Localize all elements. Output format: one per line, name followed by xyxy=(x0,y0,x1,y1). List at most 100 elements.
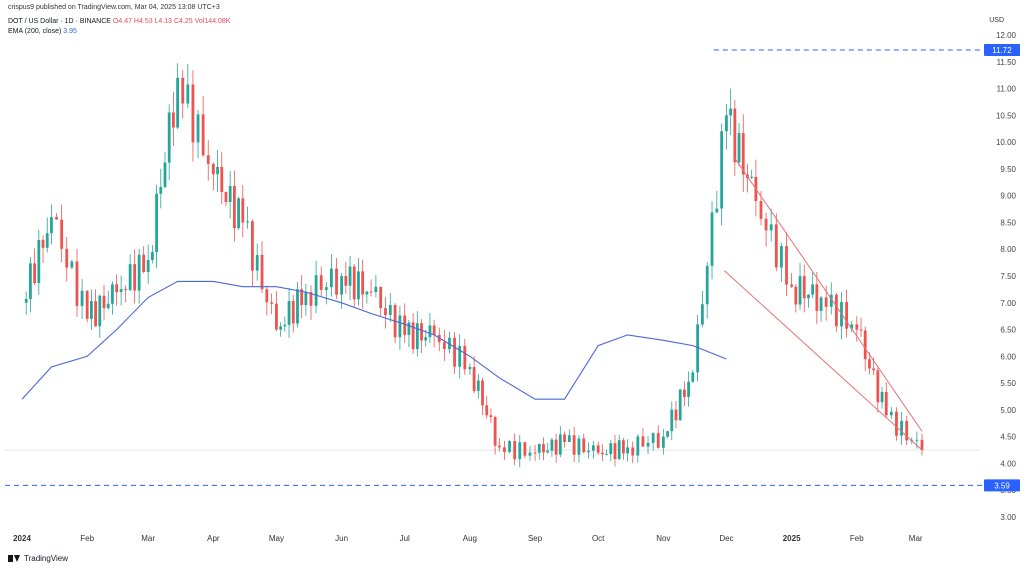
candle-body xyxy=(774,224,778,268)
candle-body xyxy=(55,217,58,220)
y-tick-label-13: 5.50 xyxy=(1000,379,1016,388)
candle-body xyxy=(172,112,175,128)
ohlc-values: O4.47 H4.53 L4.13 C4.25 Vol144.08K xyxy=(112,18,231,25)
candle-body xyxy=(155,193,158,253)
ema-200-line xyxy=(21,280,727,400)
candle-body xyxy=(705,265,709,305)
x-tick-label-0: 2024 xyxy=(13,534,31,543)
candle-body xyxy=(802,276,806,299)
candle-body xyxy=(369,291,373,293)
candle-body xyxy=(605,454,608,456)
candle-body xyxy=(720,131,724,209)
candle-body xyxy=(855,324,859,330)
y-tick-label-15: 4.50 xyxy=(1000,433,1016,442)
x-tick-label-3: Apr xyxy=(207,534,220,543)
candle-body xyxy=(357,271,360,300)
candle-body xyxy=(558,434,562,455)
y-tick-label-10: 7.00 xyxy=(1000,299,1016,308)
candle-body xyxy=(60,219,64,249)
symbol-label[interactable]: DOT / US Dollar · 1D · BINANCE xyxy=(8,18,111,25)
candle-body xyxy=(398,315,402,338)
candle-body xyxy=(678,389,682,421)
level-label-0: 11.72 xyxy=(992,46,1012,55)
y-tick-label-3: 10.50 xyxy=(996,111,1017,120)
x-tick-label-10: Nov xyxy=(656,534,670,543)
candle-body xyxy=(489,415,493,418)
chart-legend: DOT / US Dollar · 1D · BINANCE O4.47 H4.… xyxy=(8,17,230,37)
candle-body xyxy=(807,294,810,299)
candle-body xyxy=(106,303,110,309)
candle-body xyxy=(211,163,215,175)
candle-body xyxy=(790,284,794,287)
y-tick-label-8: 8.00 xyxy=(1000,245,1016,254)
candle-body xyxy=(729,108,733,116)
candle-body xyxy=(216,166,219,175)
candle-body xyxy=(497,445,501,448)
candle-body xyxy=(80,290,84,306)
candle-body xyxy=(270,302,274,304)
candle-body xyxy=(572,435,576,455)
candle-body xyxy=(764,218,768,231)
candle-body xyxy=(98,295,102,327)
x-tick-label-2: Mar xyxy=(141,534,155,543)
y-tick-label-5: 9.50 xyxy=(1000,165,1016,174)
candle-body xyxy=(915,439,919,441)
x-tick-label-7: Aug xyxy=(463,534,477,543)
candle-body xyxy=(111,284,114,304)
candle-body xyxy=(304,292,308,305)
y-tick-label-2: 11.00 xyxy=(997,85,1017,94)
candle-body xyxy=(283,324,287,327)
candle-body xyxy=(442,342,446,350)
candle-body xyxy=(876,370,880,403)
ema-label[interactable]: EMA (200, close) xyxy=(8,28,62,35)
candle-body xyxy=(361,271,365,295)
candle-body xyxy=(794,286,798,305)
candle-body xyxy=(622,440,625,454)
candle-body xyxy=(75,261,79,306)
candle-body xyxy=(834,294,838,327)
candle-body xyxy=(591,445,595,451)
candle-body xyxy=(411,322,415,350)
x-tick-label-8: Sep xyxy=(528,534,543,543)
candle-body xyxy=(275,303,278,330)
candle-body xyxy=(666,431,669,437)
falling-wedge-lower-line xyxy=(724,270,923,451)
candle-body xyxy=(859,329,863,331)
candle-body xyxy=(785,246,788,285)
candle-body xyxy=(577,438,581,455)
candle-body xyxy=(661,436,665,448)
x-tick-label-13: Feb xyxy=(850,534,864,543)
candle-body xyxy=(819,297,823,311)
x-tick-label-11: Dec xyxy=(719,534,733,543)
publish-info: crispus9 published on TradingView.com, M… xyxy=(8,4,220,11)
y-tick-label-0: 12.00 xyxy=(996,31,1017,40)
candle-body xyxy=(220,166,224,193)
candle-body xyxy=(613,443,617,460)
candle-body xyxy=(65,248,69,268)
x-tick-label-4: May xyxy=(269,534,284,543)
candle-body xyxy=(868,359,871,369)
x-tick-label-9: Oct xyxy=(592,534,605,543)
y-tick-label-9: 7.50 xyxy=(1000,272,1016,281)
candle-body xyxy=(895,411,898,436)
candle-body xyxy=(137,254,141,291)
currency-label: USD xyxy=(989,17,1004,24)
y-tick-label-14: 5.00 xyxy=(1000,406,1016,415)
candle-body xyxy=(682,389,686,397)
tradingview-footer[interactable]: TradingView xyxy=(8,554,68,563)
candle-body xyxy=(41,239,45,248)
candle-body xyxy=(463,345,467,370)
candle-body xyxy=(485,405,489,416)
candle-body xyxy=(528,452,532,456)
candle-body xyxy=(523,442,527,456)
candle-body xyxy=(142,254,146,272)
candle-body xyxy=(468,367,472,370)
candle-body xyxy=(696,324,700,373)
candle-body xyxy=(260,254,264,290)
candle-body xyxy=(715,208,719,213)
candle-body xyxy=(641,436,645,447)
candle-body xyxy=(287,300,291,325)
y-tick-label-16: 4.00 xyxy=(1000,459,1016,468)
level-badge-0 xyxy=(984,43,1020,56)
